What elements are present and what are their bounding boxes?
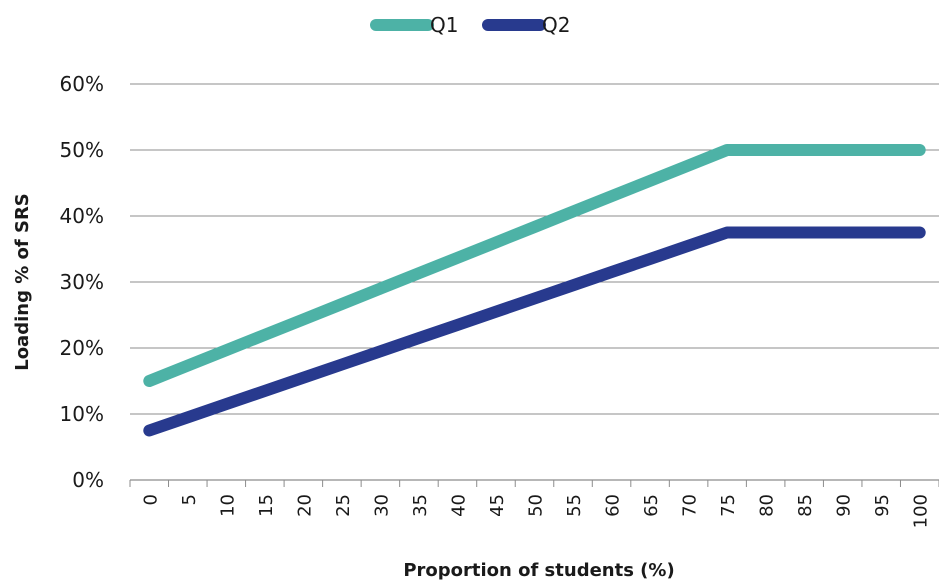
y-axis-title: Loading % of SRS xyxy=(12,193,33,371)
y-tick-label: 10% xyxy=(60,402,104,426)
gridlines xyxy=(130,83,939,415)
x-tick-label: 10 xyxy=(217,494,238,517)
y-tick-label: 50% xyxy=(60,138,104,162)
x-tick-label: 65 xyxy=(641,494,662,517)
x-tick-label: 85 xyxy=(795,494,816,517)
x-tick-label: 80 xyxy=(757,494,778,517)
x-tick-label: 15 xyxy=(256,494,277,517)
x-tick-label: 0 xyxy=(140,494,161,505)
x-axis-title: Proportion of students (%) xyxy=(403,560,674,581)
y-tick-label: 60% xyxy=(60,72,104,96)
series-lines xyxy=(143,144,926,437)
x-tick-label: 55 xyxy=(564,494,585,517)
legend-label-q2: Q2 xyxy=(542,13,570,37)
y-tick-label: 40% xyxy=(60,204,104,228)
x-tick-label: 70 xyxy=(680,494,701,517)
x-tick-label: 40 xyxy=(448,494,469,517)
series-line-q2 xyxy=(143,226,926,437)
y-tick-label: 30% xyxy=(60,270,104,294)
x-tick-label: 45 xyxy=(487,494,508,517)
y-tick-label: 20% xyxy=(60,336,104,360)
y-tick-label: 0% xyxy=(72,468,104,492)
x-tick-label: 35 xyxy=(410,494,431,517)
x-tick-label: 5 xyxy=(179,494,200,505)
x-axis: 0 5 10 15 20 25 30 35 40 45 50 55 60 65 70 75 80 85 90 95 10… xyxy=(129,479,939,528)
x-tick-label: 30 xyxy=(371,494,392,517)
x-tick-label: 75 xyxy=(718,494,739,517)
x-tick-label: 25 xyxy=(333,494,354,517)
series-line-q1 xyxy=(143,144,926,387)
y-axis-tick-labels: 0% 10% 20% 30% 40% 50% 60% xyxy=(60,72,104,492)
x-tick-label: 100 xyxy=(911,494,932,528)
legend: Q1 Q2 xyxy=(370,13,570,37)
x-tick-label: 95 xyxy=(872,494,893,517)
x-tick-label: 50 xyxy=(526,494,547,517)
x-tick-label: 60 xyxy=(603,494,624,517)
x-tick-label: 90 xyxy=(834,494,855,517)
legend-label-q1: Q1 xyxy=(430,13,458,37)
x-tick-label: 20 xyxy=(294,494,315,517)
